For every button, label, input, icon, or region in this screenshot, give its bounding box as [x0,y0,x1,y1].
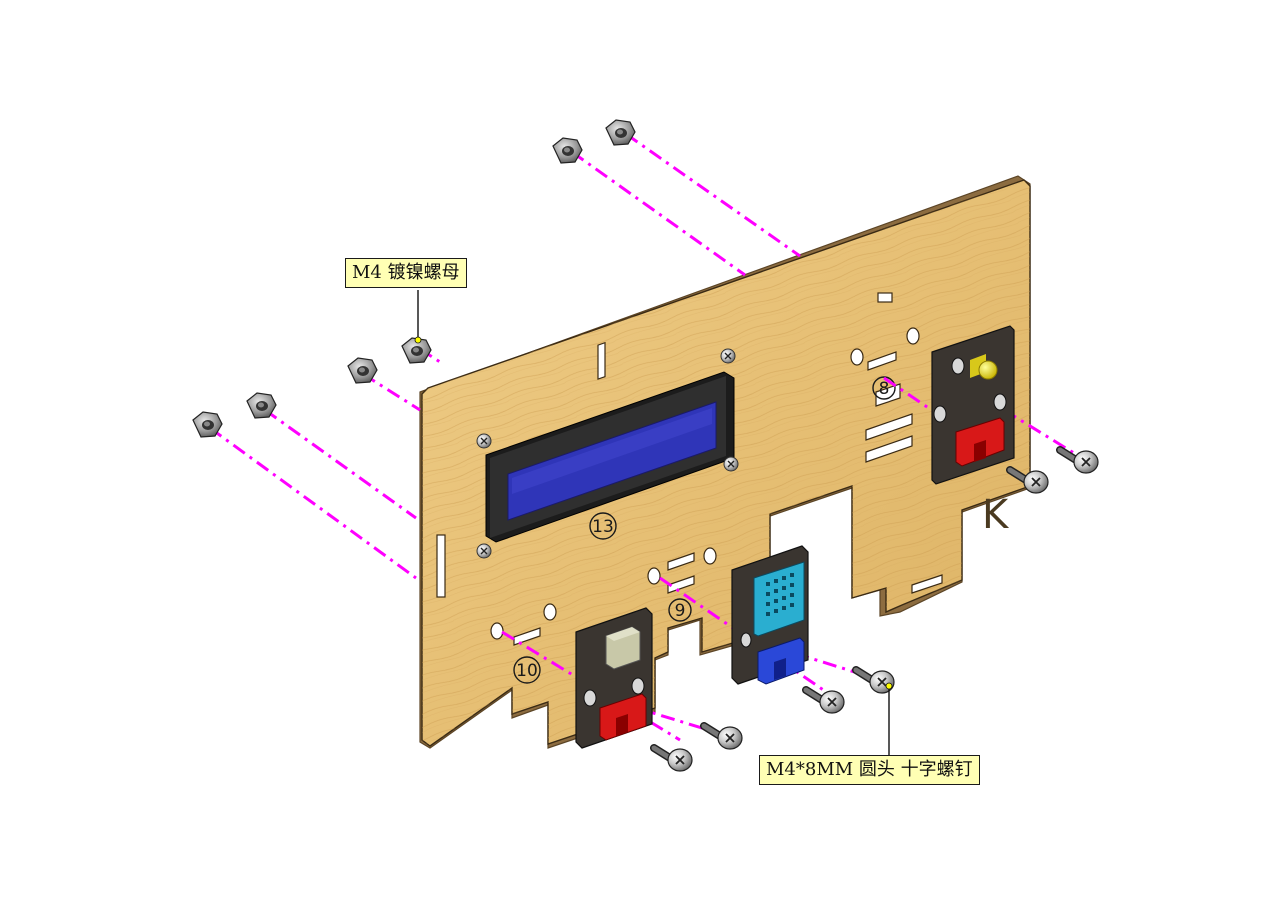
nut-callout-label: M4 镀镍螺母 [345,258,467,288]
board-number-8: 8 [872,376,896,400]
svg-text:13: 13 [592,517,614,537]
nut-callout-anchor [414,336,422,344]
phillips-screw-icon [650,446,1099,772]
push-button-module [575,607,653,749]
callout-leaders [417,290,890,756]
led-module [931,325,1015,485]
svg-text:9: 9 [675,601,686,621]
board-slots [436,292,943,646]
sensor-grille [766,573,794,616]
board-number-13: 13 [589,512,617,540]
board-holes [490,327,920,640]
screw-callout-anchor [885,682,893,690]
board-number-9: 9 [668,598,692,622]
lcd-display-module [485,371,735,543]
sensor-body [753,561,805,637]
board-screw-heads [476,348,739,559]
board-number-10: 10 [513,656,541,684]
temperature-humidity-sensor-module [731,545,809,685]
svg-text:10: 10 [516,661,538,681]
hex-nut-icon [192,119,636,438]
yellow-led [978,360,998,380]
svg-text:8: 8 [879,379,890,399]
board-k-mark: K [982,492,1010,538]
screw-callout-label: M4*8MM 圆头 十字螺钉 [759,755,980,785]
